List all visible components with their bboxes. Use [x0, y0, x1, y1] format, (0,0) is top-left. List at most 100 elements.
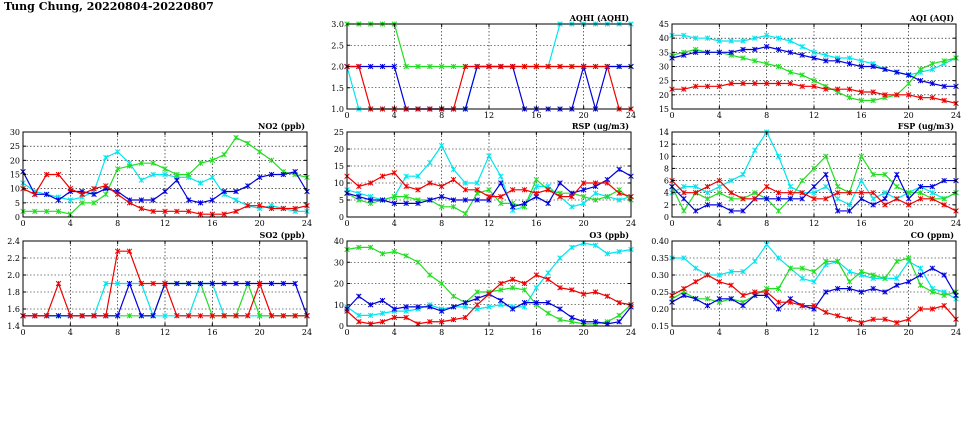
- co-series-2-point: [823, 289, 829, 295]
- so2-series-2-point: [197, 280, 204, 287]
- co-series-1-point: [858, 268, 865, 275]
- co-series-3-point: [740, 292, 746, 299]
- fsp-series-1-point: [775, 208, 782, 214]
- o3-series-2-point: [367, 301, 374, 308]
- aqi-series-0-point: [858, 58, 865, 64]
- co-series-0-point: [740, 268, 746, 275]
- aqi-series-1-point: [929, 60, 936, 67]
- o3-series-1-point: [403, 253, 409, 259]
- no2-series-1-point: [32, 208, 38, 215]
- fsp-series-1-point: [894, 183, 900, 190]
- no2-series-1-point: [43, 208, 50, 215]
- aqi-series-0-point: [763, 32, 770, 39]
- o3-series-2-point: [379, 297, 386, 304]
- aqhi-series-1-point: [415, 63, 421, 70]
- co-series-2-point: [716, 296, 723, 302]
- co-series-3-point: [799, 302, 805, 309]
- aqhi-series-3-point: [474, 63, 480, 70]
- rsp-x-tick-label: 8: [439, 219, 444, 228]
- co-series-2-point: [775, 306, 782, 312]
- fsp-series-0-point: [811, 189, 817, 196]
- o3-x-tick-label: 16: [531, 328, 541, 337]
- fsp-series-0-point: [704, 189, 711, 196]
- aqi-series-3-point: [846, 86, 853, 92]
- no2-series-3-point: [91, 185, 97, 192]
- aqi-series-0-point: [752, 35, 758, 41]
- aqi-series-0-point: [740, 38, 746, 44]
- rsp-series-1-point: [450, 204, 457, 210]
- so2-series-3-point: [103, 313, 109, 319]
- aqhi-y-tick-label: 3.0: [331, 20, 344, 29]
- no2-series-2-point: [150, 197, 156, 203]
- fsp-series-1-point: [858, 153, 865, 160]
- o3-series-3-point: [533, 272, 540, 278]
- rsp-series-3-point: [509, 187, 516, 193]
- o3-x-tick-label: 20: [579, 328, 589, 337]
- rsp-series-1-point: [462, 210, 469, 217]
- o3-series-2-point: [391, 306, 398, 312]
- rsp-series-3-point: [415, 187, 421, 193]
- o3-series-1-point: [569, 318, 575, 325]
- fsp-series-2-point: [834, 208, 841, 214]
- aqhi-title: AQHI (AQHI): [569, 13, 630, 23]
- no2-series-3-point: [221, 211, 227, 217]
- rsp-series-3-point: [438, 183, 445, 190]
- aqi-series-3-point: [870, 89, 876, 95]
- no2-x-tick-label: 4: [68, 219, 73, 228]
- co-series-0-point: [846, 268, 853, 275]
- co-y-tick-label: 0.35: [651, 254, 669, 263]
- aqhi-series-1-point: [438, 63, 445, 70]
- o3-series-1-point: [415, 259, 421, 266]
- no2-series-0-point: [67, 197, 74, 203]
- no2-series-1-point: [114, 166, 121, 172]
- o3-series-0-point: [545, 270, 551, 276]
- aqhi-y-tick-label: 1.5: [331, 84, 344, 93]
- rsp-series-3-point: [486, 193, 492, 200]
- aqi-y-tick-label: 45: [659, 20, 669, 29]
- aqi-y-tick-label: 35: [659, 48, 669, 57]
- no2-series-1-point: [174, 171, 180, 178]
- no2-series-1-point: [150, 160, 156, 166]
- aqi-y-tick-label: 20: [659, 91, 669, 100]
- fsp-series-1-point: [799, 177, 805, 184]
- no2-y-tick-label: 10: [10, 185, 20, 194]
- fsp-series-0-point: [681, 183, 687, 190]
- rsp-series-0-point: [450, 166, 457, 173]
- aqi-series-2-point: [917, 77, 924, 84]
- fsp-x-tick-label: 4: [717, 219, 722, 228]
- rsp-series-0-point: [498, 173, 504, 179]
- fsp-series-3-point: [752, 196, 758, 202]
- page-title: Tung Chung, 20220804-20220807: [4, 0, 214, 13]
- rsp-series-0-point: [462, 180, 469, 186]
- o3-series-3-point: [379, 318, 386, 325]
- aqi-series-3-point: [941, 97, 947, 104]
- so2-series-3-point: [233, 313, 239, 319]
- so2-series-2-point: [185, 280, 192, 287]
- so2-series-1-point: [256, 313, 263, 319]
- fsp-y-tick-label: 0: [664, 213, 669, 222]
- aqi-series-1-point: [870, 97, 876, 104]
- so2-series-2-point: [126, 280, 133, 287]
- o3-series-1-point: [356, 244, 362, 251]
- no2-series-3-point: [138, 205, 145, 212]
- co-series-1-point: [941, 292, 947, 299]
- co-x-tick-label: 0: [669, 328, 674, 337]
- aqi-series-0-point: [846, 55, 853, 61]
- co-series-3-point: [905, 316, 912, 322]
- co-series-0-point: [728, 268, 734, 275]
- no2-series-1-point: [245, 140, 251, 147]
- co-series-0-point: [692, 265, 699, 271]
- o3-series-0-point: [367, 312, 374, 319]
- no2-series-2-point: [280, 171, 287, 178]
- o3-series-3-point: [604, 293, 611, 300]
- so2-y-tick-label: 1.4: [7, 322, 20, 331]
- o3-series-1-point: [521, 287, 528, 293]
- co-series-2-point: [846, 285, 853, 292]
- co-x-tick-label: 12: [809, 328, 819, 337]
- no2-series-1-point: [209, 157, 216, 164]
- aqi-series-2-point: [846, 60, 853, 67]
- fsp-series-1-point: [728, 196, 734, 202]
- fsp-x-tick-label: 0: [669, 219, 674, 228]
- o3-series-0-point: [521, 304, 528, 310]
- co-series-3-point: [823, 309, 829, 316]
